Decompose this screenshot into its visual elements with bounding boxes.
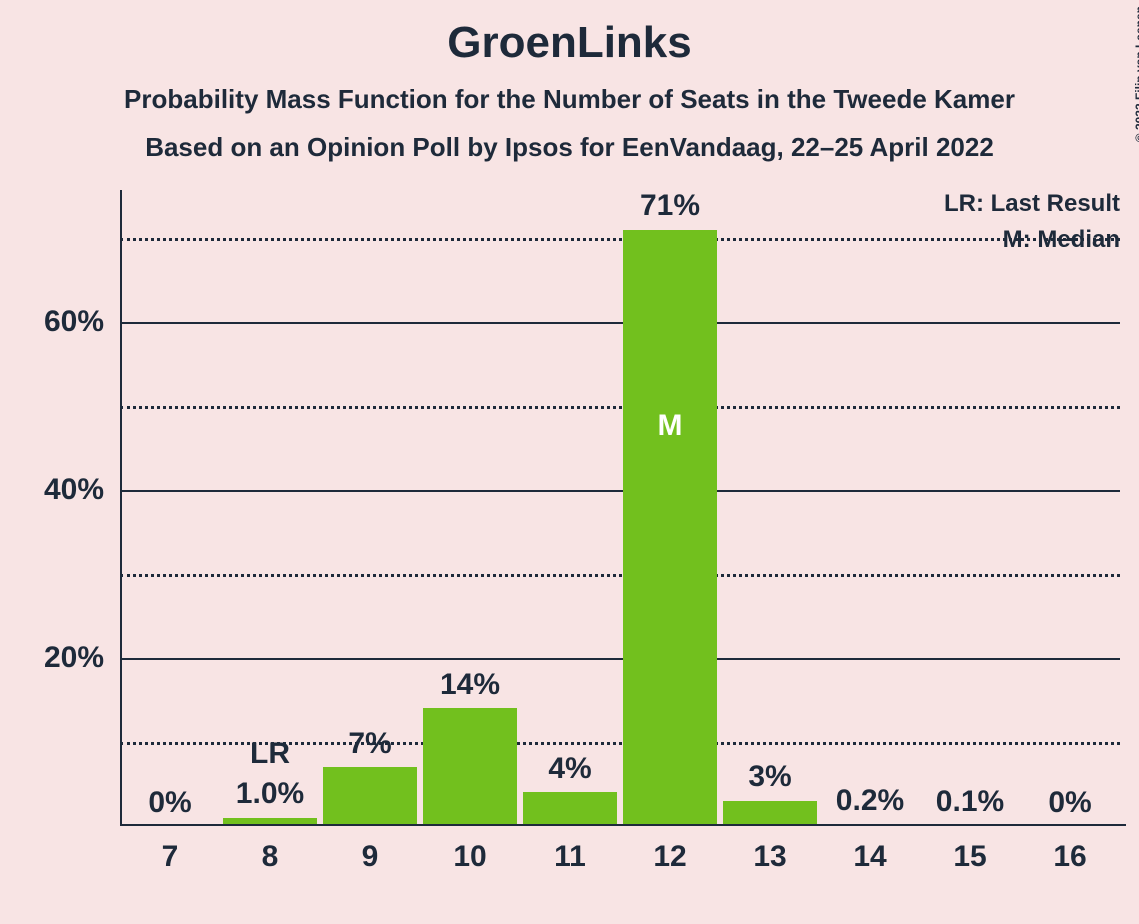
bar bbox=[523, 792, 617, 826]
gridline-major bbox=[120, 322, 1120, 324]
gridline-minor bbox=[120, 574, 1120, 577]
gridline-major bbox=[120, 658, 1120, 660]
x-axis-tick-label: 11 bbox=[554, 826, 586, 874]
x-axis-tick-label: 7 bbox=[162, 826, 179, 874]
bar-value-label: 14% bbox=[440, 668, 500, 702]
x-axis-tick-label: 8 bbox=[262, 826, 279, 874]
chart-subtitle-1: Probability Mass Function for the Number… bbox=[0, 84, 1139, 115]
chart-title: GroenLinks bbox=[0, 18, 1139, 68]
y-axis-tick-label: 40% bbox=[44, 473, 120, 507]
x-axis-tick-label: 14 bbox=[853, 826, 886, 874]
bar bbox=[623, 230, 717, 826]
bar-value-label: 7% bbox=[348, 727, 391, 761]
bar bbox=[323, 767, 417, 826]
bar-annotation-median: M bbox=[658, 409, 683, 443]
x-axis-tick-label: 9 bbox=[362, 826, 379, 874]
y-axis-tick-label: 20% bbox=[44, 641, 120, 675]
bar-value-label: 0.1% bbox=[936, 785, 1004, 819]
plot-area: LR: Last Result M: Median 20%40%60%70%81… bbox=[120, 196, 1120, 826]
gridline-major bbox=[120, 490, 1120, 492]
bar-value-label: 1.0% bbox=[236, 777, 304, 811]
copyright-text: © 2022 Filip van Laenen bbox=[1133, 6, 1139, 142]
bar-value-label: 0% bbox=[1048, 786, 1091, 820]
x-axis-tick-label: 10 bbox=[453, 826, 486, 874]
bar-value-label: 0% bbox=[148, 786, 191, 820]
x-axis bbox=[120, 824, 1126, 826]
bar-value-label: 3% bbox=[748, 760, 791, 794]
legend-last-result: LR: Last Result bbox=[944, 190, 1120, 218]
bar-value-label: 71% bbox=[640, 189, 700, 223]
bar-value-label: 4% bbox=[548, 752, 591, 786]
y-axis-tick-label: 60% bbox=[44, 305, 120, 339]
x-axis-tick-label: 13 bbox=[753, 826, 786, 874]
x-axis-tick-label: 12 bbox=[653, 826, 686, 874]
bar bbox=[723, 801, 817, 826]
gridline-minor bbox=[120, 406, 1120, 409]
x-axis-tick-label: 15 bbox=[953, 826, 986, 874]
gridline-minor bbox=[120, 238, 1120, 241]
chart-subtitle-2: Based on an Opinion Poll by Ipsos for Ee… bbox=[0, 132, 1139, 163]
y-axis bbox=[120, 190, 122, 826]
bar-value-label: 0.2% bbox=[836, 784, 904, 818]
bar-annotation-lr: LR bbox=[250, 737, 290, 771]
x-axis-tick-label: 16 bbox=[1053, 826, 1086, 874]
chart-canvas: GroenLinks Probability Mass Function for… bbox=[0, 0, 1139, 924]
bar bbox=[423, 708, 517, 826]
